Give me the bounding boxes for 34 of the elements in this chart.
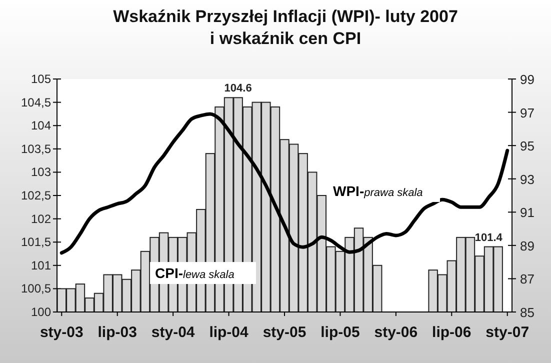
y-tick-label: 104 — [30, 118, 52, 133]
series-label: CPI-lewa skala — [155, 265, 234, 281]
y2-tick-label: 89 — [520, 238, 534, 254]
x-tick-label: sty-05 — [262, 324, 306, 341]
data-label: 101.4 — [474, 232, 504, 244]
y2-tick-label: 99 — [520, 72, 534, 87]
x-tick-label: sty-03 — [40, 324, 84, 341]
x-tick-label: sty-07 — [486, 324, 530, 341]
y2-tick-label: 87 — [520, 272, 534, 287]
y-tick-label: 102,5 — [20, 188, 52, 202]
y2-tick-label: 95 — [520, 138, 534, 154]
x-tick-label: sty-06 — [374, 324, 418, 341]
y-tick-label: 102 — [30, 212, 52, 226]
y2-tick-label: 85 — [520, 305, 534, 320]
y-tick-label: 100 — [30, 305, 52, 319]
y-tick-label: 100,5 — [20, 282, 52, 296]
x-tick-label: lip-04 — [209, 324, 250, 341]
x-tick-label: lip-03 — [98, 324, 137, 341]
x-tick-label: sty-04 — [151, 324, 196, 341]
y-tick-label: 101 — [30, 258, 52, 272]
series-label: WPI-prawa skala — [333, 183, 423, 199]
line-series — [60, 112, 510, 255]
x-tick-label: lip-05 — [320, 324, 360, 341]
y2-tick-label: 91 — [520, 205, 534, 220]
y-tick-label: 103,5 — [20, 142, 52, 156]
data-label: 104.6 — [224, 82, 252, 95]
y-tick-label: 105 — [30, 72, 52, 86]
y2-tick-label: 97 — [520, 105, 534, 120]
y-tick-label: 101,5 — [20, 235, 52, 250]
y-tick-label: 103 — [30, 165, 52, 180]
y-tick-label: 104,5 — [20, 95, 52, 110]
x-tick-label: lip-06 — [432, 324, 472, 341]
y2-tick-label: 93 — [520, 172, 534, 187]
chart-title: Wskaźnik Przyszłej Inflacji (WPI)- luty 2007 i wskaźnik cen CPI — [113, 7, 458, 48]
